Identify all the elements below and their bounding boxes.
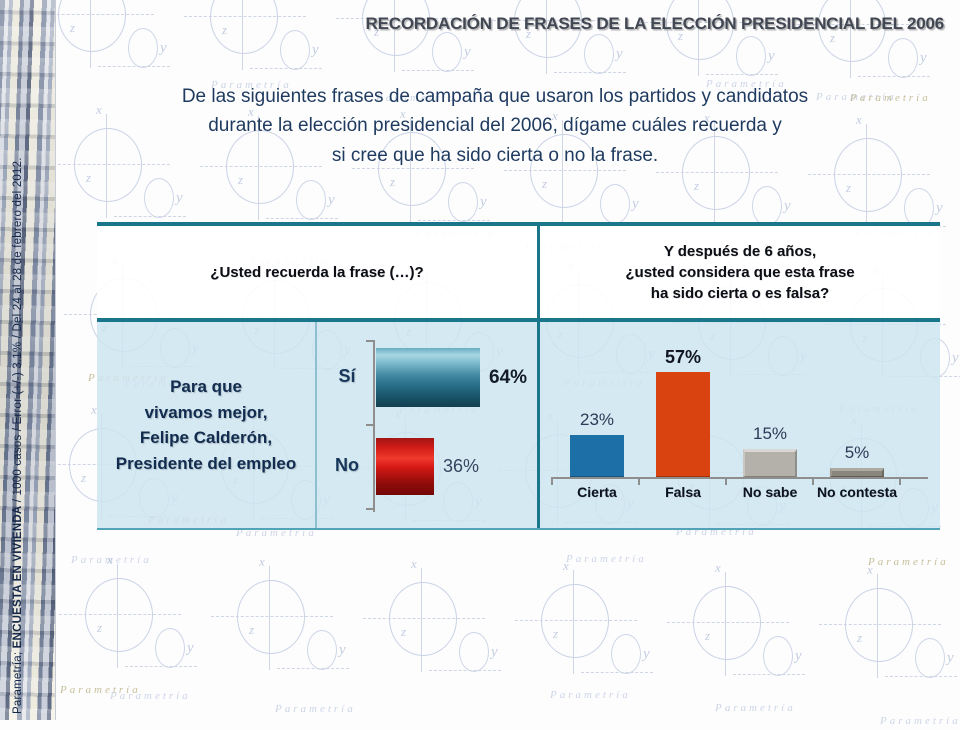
axis-tick (551, 479, 553, 485)
table-header-row: ¿Usted recuerda la frase (…)? Y después … (97, 226, 940, 322)
phrase-line: vivamos mejor, (144, 402, 268, 422)
bar-category-label: No (335, 454, 359, 475)
campaign-phrase: Para que vivamos mejor, Felipe Calderón,… (97, 322, 317, 528)
question-line: si cree que ha sido cierta o no la frase… (331, 144, 659, 166)
truth-bar-chart: 23% Cierta 57% Falsa 15% No sabe 5% No contesta (540, 322, 940, 528)
bar-value-label: 57% (664, 347, 702, 367)
parametria-watermark: Parametría (550, 689, 631, 701)
survey-question: De las siguientes frases de campaña que … (130, 82, 860, 170)
axis-tick (366, 508, 373, 510)
bar-category-label: Sí (338, 365, 356, 386)
x-axis-line (551, 477, 928, 479)
table-content-row: Para que vivamos mejor, Felipe Calderón,… (97, 322, 940, 530)
parametria-watermark: Parametría (566, 553, 647, 565)
bar-value-label: 23% (579, 410, 615, 429)
bar-sí (376, 348, 480, 407)
axis-category-label: No sabe (742, 484, 798, 500)
parametria-watermark: Parametría (60, 684, 141, 696)
results-table: ¿Usted recuerda la frase (…)? Y después … (97, 222, 940, 530)
phrase-line: Felipe Calderón, (139, 428, 273, 447)
bar-value-label: 64% (489, 366, 528, 388)
phrase-line: Para que (170, 377, 242, 396)
axis-category-label: Falsa (665, 484, 701, 500)
truth-header-line: ha sido cierta o es falsa? (650, 284, 830, 302)
source-details: / 1000 casos / Error (+/-) 3.1% / Del 24… (12, 157, 24, 506)
parametria-watermark: Parametría (715, 702, 796, 714)
bar-cierta (570, 435, 624, 477)
source-method: ENCUESTA EN VIVIENDA (12, 505, 24, 649)
axis-tick (812, 479, 814, 485)
bar-value-label: 15% (752, 424, 788, 443)
truth-column-header: Y después de 6 años, ¿usted considera qu… (540, 226, 940, 318)
parametria-watermark: Parametría (880, 715, 960, 727)
truth-header-line: Y después de 6 años, (663, 242, 817, 260)
axis-tick (899, 479, 901, 485)
bar-value-label: 5% (844, 443, 870, 462)
left-texture-strip: Parametría; ENCUESTA EN VIVIENDA / 1000 … (0, 0, 56, 720)
slide-title: RECORDACIÓN DE FRASES DE LA ELECCIÓN PRE… (365, 14, 945, 33)
axis-tick (725, 479, 727, 485)
question-line: durante la elección presidencial del 200… (208, 115, 782, 137)
axis-category-label: No contesta (816, 484, 898, 500)
bar-falsa (656, 372, 710, 477)
question-line: De las siguientes frases de campaña que … (181, 86, 809, 107)
parametria-watermark: Parametría (868, 556, 949, 568)
bar-value-label: 36% (443, 455, 480, 476)
axis-tick (638, 479, 640, 485)
recall-bar-chart: Sí 64% No 36% (317, 322, 540, 528)
bar-no-sabe (743, 449, 797, 477)
axis-category-label: Cierta (577, 484, 617, 500)
truth-header-line: ¿usted considera que esta frase (625, 263, 855, 281)
source-prefix: Parametría; (12, 648, 24, 714)
phrase-line: Presidente del empleo (115, 453, 297, 473)
parametria-watermark: Parametría (850, 92, 931, 104)
parametria-watermark: Parametría (71, 554, 152, 566)
bar-no-contesta (830, 468, 884, 477)
y-axis-line (373, 340, 375, 512)
axis-tick (366, 340, 373, 342)
survey-source-caption: Parametría; ENCUESTA EN VIVIENDA / 1000 … (12, 157, 24, 714)
recall-column-header: ¿Usted recuerda la frase (…)? (97, 226, 540, 318)
parametria-watermark: Parametría (275, 703, 356, 715)
bar-no (376, 438, 434, 495)
axis-tick (366, 424, 373, 426)
